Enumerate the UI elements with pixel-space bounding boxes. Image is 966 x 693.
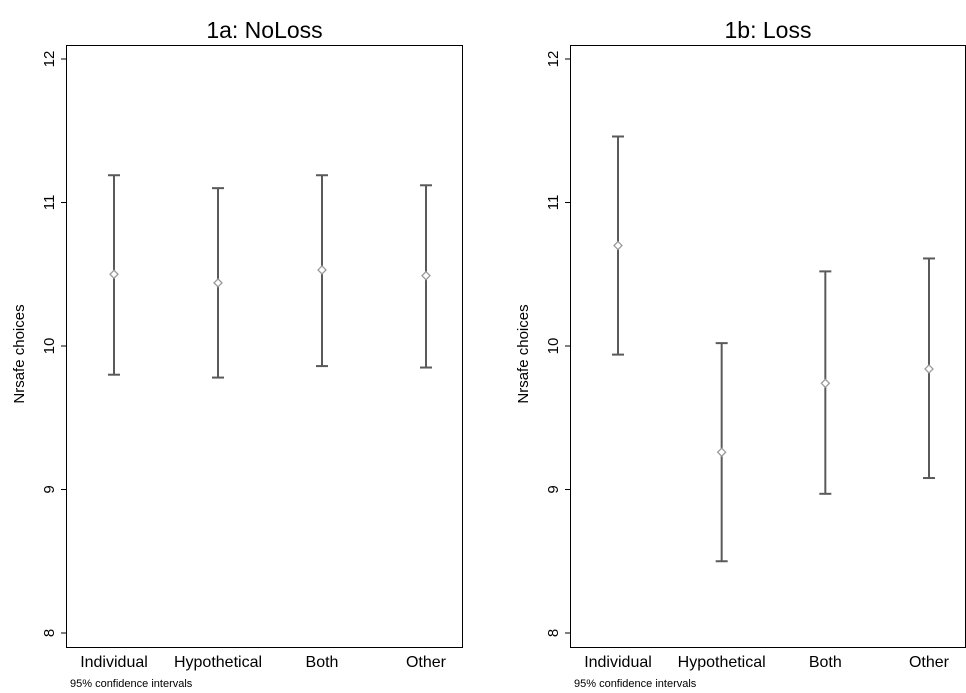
chart-panel-2: 1b: Loss Nrsafe choices 8 9 10 11 12 Individual… (515, 17, 966, 690)
y-tick-label: 12 (41, 51, 58, 68)
chart-note: 95% confidence intervals (70, 678, 193, 690)
y-axis-label: Nrsafe choices (11, 304, 28, 403)
y-tick-label: 9 (41, 485, 58, 493)
x-category-label: Individual (584, 654, 652, 671)
mean-marker (820, 378, 831, 389)
plot-frame (570, 45, 966, 648)
mean-marker (716, 447, 727, 458)
x-category-label: Both (306, 654, 339, 671)
mean-marker (317, 265, 327, 275)
x-category-label: Hypothetical (174, 654, 262, 671)
chart-panel-1: 1a: NoLoss Nrsafe choices 8 9 10 11 12 Individu… (11, 17, 463, 690)
y-tick-label: 11 (41, 195, 58, 211)
mean-marker (924, 364, 934, 374)
x-category-label: Both (809, 654, 842, 671)
y-tick-label: 11 (545, 195, 562, 211)
y-tick-label: 9 (545, 485, 562, 493)
chart-title: 1a: NoLoss (206, 17, 322, 43)
chart-note: 95% confidence intervals (574, 678, 697, 690)
mean-marker (421, 270, 431, 281)
y-tick-label: 12 (545, 51, 562, 68)
y-tick-label: 10 (41, 338, 58, 355)
mean-marker (213, 277, 223, 288)
y-tick-label: 10 (545, 338, 562, 355)
mean-marker (613, 240, 623, 251)
x-category-label: Other (909, 654, 950, 671)
mean-marker (109, 269, 119, 280)
x-category-label: Other (406, 654, 447, 671)
x-category-label: Individual (80, 654, 148, 671)
y-tick-label: 8 (545, 629, 562, 637)
y-axis-label: Nrsafe choices (515, 304, 532, 403)
chart-title: 1b: Loss (725, 17, 812, 43)
y-tick-label: 8 (41, 629, 58, 637)
plot-frame (66, 45, 463, 648)
x-category-label: Hypothetical (678, 654, 766, 671)
